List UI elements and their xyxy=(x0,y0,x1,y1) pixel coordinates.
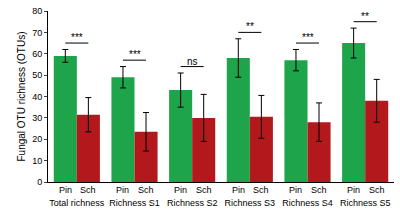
svg-text:50: 50 xyxy=(32,70,42,80)
svg-text:Sch: Sch xyxy=(311,185,327,195)
svg-text:20: 20 xyxy=(32,134,42,144)
svg-text:80: 80 xyxy=(32,6,42,16)
svg-text:Richness S1: Richness S1 xyxy=(109,198,160,208)
svg-text:Pin: Pin xyxy=(232,185,245,195)
svg-text:***: *** xyxy=(71,32,83,43)
svg-text:Total richness: Total richness xyxy=(49,198,105,208)
svg-text:Sch: Sch xyxy=(196,185,212,195)
svg-text:Richness S4: Richness S4 xyxy=(282,198,333,208)
svg-text:Sch: Sch xyxy=(253,185,269,195)
svg-text:***: *** xyxy=(129,49,141,60)
svg-text:Richness S3: Richness S3 xyxy=(225,198,276,208)
svg-text:***: *** xyxy=(302,32,314,43)
svg-text:0: 0 xyxy=(37,177,42,187)
svg-text:**: ** xyxy=(361,11,369,22)
svg-text:70: 70 xyxy=(32,28,42,38)
svg-text:Sch: Sch xyxy=(369,185,385,195)
svg-text:60: 60 xyxy=(32,49,42,59)
svg-text:Richness S2: Richness S2 xyxy=(167,198,218,208)
svg-text:Pin: Pin xyxy=(289,185,302,195)
svg-text:Richness S5: Richness S5 xyxy=(340,198,391,208)
svg-text:ns: ns xyxy=(187,56,198,67)
svg-text:Pin: Pin xyxy=(59,185,72,195)
svg-text:Pin: Pin xyxy=(116,185,129,195)
svg-text:30: 30 xyxy=(32,113,42,123)
svg-text:Pin: Pin xyxy=(347,185,360,195)
svg-text:**: ** xyxy=(246,21,254,32)
svg-text:40: 40 xyxy=(32,92,42,102)
svg-text:Sch: Sch xyxy=(138,185,154,195)
svg-text:Sch: Sch xyxy=(80,185,96,195)
svg-text:Fungal OTU richness (OTUs): Fungal OTU richness (OTUs) xyxy=(16,31,27,161)
svg-text:10: 10 xyxy=(32,156,42,166)
svg-text:Pin: Pin xyxy=(174,185,187,195)
